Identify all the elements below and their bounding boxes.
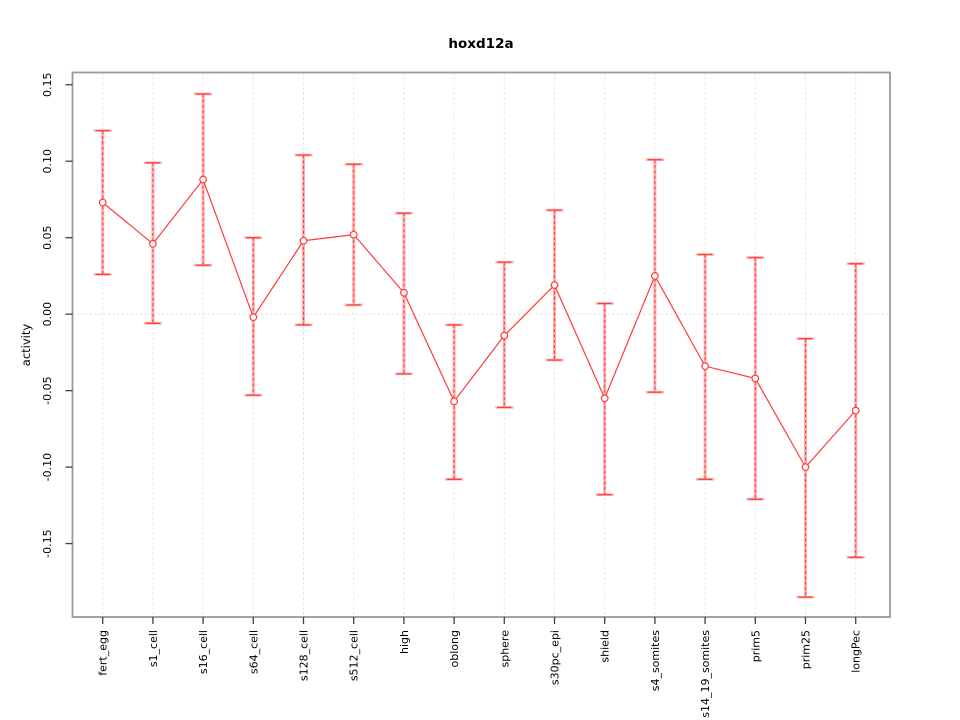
x-tick-label: oblong xyxy=(448,630,461,667)
data-point xyxy=(199,175,208,184)
x-tick-label: s64_cell xyxy=(247,630,260,674)
y-tick-label: -0.05 xyxy=(41,376,54,404)
x-tick-label: longPec xyxy=(850,630,863,673)
y-tick-label: 0.05 xyxy=(41,225,54,250)
plot-box xyxy=(71,71,891,618)
y-tick-label: -0.15 xyxy=(41,529,54,557)
data-point xyxy=(400,288,408,297)
data-point xyxy=(751,374,760,383)
data-point xyxy=(349,230,358,239)
x-tick-label: s30pc_epi xyxy=(549,630,562,685)
y-tick-label: 0.10 xyxy=(41,149,54,174)
y-tick-label: 0.15 xyxy=(41,72,54,97)
series-line xyxy=(102,178,857,469)
y-tick-label: 0.00 xyxy=(41,302,54,327)
data-point xyxy=(851,406,860,415)
chart-title: hoxd12a xyxy=(448,36,514,52)
x-tick-label: s128_cell xyxy=(298,630,311,681)
x-tick-label: s16_cell xyxy=(197,630,210,674)
x-tick-label: s14_19_somites xyxy=(699,630,712,718)
data-point xyxy=(148,239,157,248)
x-tick-label: sphere xyxy=(498,630,511,668)
data-point xyxy=(450,397,459,406)
data-point xyxy=(550,281,559,289)
x-tick-label: s512_cell xyxy=(348,630,361,681)
x-tick-label: fert_egg xyxy=(97,630,110,676)
data-point xyxy=(600,394,609,403)
data-point xyxy=(651,272,659,280)
x-tick-label: shield xyxy=(599,630,612,663)
x-tick-label: prim25 xyxy=(800,630,813,669)
x-tick-label: s4_somites xyxy=(649,630,662,692)
y-tick-label: -0.10 xyxy=(41,453,54,481)
data-point xyxy=(701,362,709,371)
data-point xyxy=(249,313,258,322)
x-tick-label: prim5 xyxy=(749,630,762,662)
x-tick-label: s1_cell xyxy=(147,630,160,667)
x-tick-label: high xyxy=(398,630,411,654)
data-point xyxy=(801,463,810,472)
data-point xyxy=(98,198,107,207)
data-point xyxy=(500,331,509,340)
data-point xyxy=(299,236,308,245)
